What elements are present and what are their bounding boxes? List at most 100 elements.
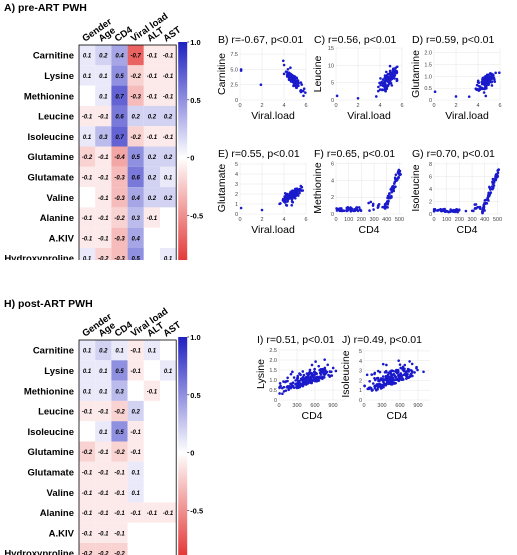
scatter-g-title: G) r=0.70, p<0.01	[412, 148, 495, 160]
panel-h-label: H) post-ART PWH	[4, 298, 93, 310]
scatter-e-point	[285, 204, 289, 207]
scatter-i-point	[314, 360, 317, 363]
heatmap-h-cell	[127, 522, 144, 543]
heatmap-a-cell	[111, 207, 128, 228]
scatter-i-point	[281, 392, 284, 395]
heatmap-a-cell-label: -0.3	[114, 196, 125, 202]
scatter-i-point	[319, 373, 323, 376]
scatter-j-point	[380, 386, 384, 390]
scatter-c-point	[389, 76, 393, 79]
scatter-f-point	[346, 208, 350, 212]
scatter-i-point	[331, 366, 335, 370]
scatter-b-point	[285, 70, 289, 74]
scatter-c-point	[395, 65, 399, 69]
heatmap-h-cell	[95, 502, 112, 523]
heatmap-h-cell	[79, 502, 96, 523]
heatmap-h-cell	[79, 441, 96, 462]
scatter-b-ytick-label: 5.0	[230, 67, 238, 73]
heatmap-a-cell	[111, 65, 128, 86]
heatmap-a-cell-label: 0.1	[164, 175, 173, 181]
scatter-j-ytick-label: 1	[359, 388, 362, 394]
scatter-f-ytick-label: 4	[331, 178, 334, 184]
scatter-j-point	[371, 388, 374, 392]
scatter-g-ytick-label: 0	[429, 212, 432, 218]
scatter-g-xtick-label: 100	[442, 217, 451, 223]
scatter-d-point	[480, 87, 484, 91]
scatter-j-point	[383, 370, 387, 374]
scatter-j-ytick-label: 5	[359, 349, 362, 355]
scatter-g-xtick-label: 500	[493, 217, 502, 223]
scatter-i-point	[313, 367, 316, 371]
colorbar-tick-label: 1.0	[190, 333, 200, 342]
scatter-b-point	[281, 59, 285, 63]
scatter-j-point	[410, 362, 414, 366]
heatmap-a-cell-label: 0.5	[115, 74, 124, 80]
heatmap-h-cell-label: 0.1	[148, 349, 157, 355]
scatter-g-point	[474, 203, 478, 206]
scatter-i-ytick-label: 0	[274, 398, 277, 404]
scatter-d-point	[488, 79, 492, 83]
heatmap-h-cell-label: -0.1	[82, 531, 93, 537]
heatmap-h-cell	[143, 482, 160, 503]
heatmap-a-cell-label: 0.1	[83, 257, 92, 260]
heatmap-a-cell-label: -0.1	[147, 94, 158, 100]
scatter-g-point	[456, 210, 459, 214]
scatter-d-point	[488, 77, 492, 80]
scatter-e-point	[298, 191, 301, 195]
scatter-g-point	[481, 209, 484, 213]
scatter-b-point	[286, 73, 290, 77]
scatter-c-point	[376, 89, 380, 93]
heatmap-a-row-glutamate: Glutamate	[28, 172, 74, 183]
scatter-e-point	[286, 200, 289, 203]
scatter-c-point	[378, 81, 381, 85]
scatter-i-point	[282, 385, 286, 389]
heatmap-a-cell-label: -0.1	[147, 54, 158, 60]
scatter-j-title: J) r=0.49, p<0.01	[342, 334, 422, 346]
scatter-b-point	[302, 94, 305, 98]
scatter-d-point	[454, 95, 458, 98]
heatmap-h-cell	[127, 461, 144, 483]
scatter-d-point	[474, 87, 478, 91]
scatter-j-point	[376, 383, 380, 386]
heatmap-a-row-a-kiv: A.KIV	[49, 233, 75, 244]
scatter-j-ytick-label: 3	[359, 369, 362, 375]
heatmap-h-cell	[160, 400, 177, 422]
scatter-j-point	[382, 380, 385, 384]
scatter-j-point	[367, 386, 371, 390]
scatter-d-point	[486, 74, 489, 77]
scatter-c: C) r=0.56, p<0.01 0 2 4 6 0 5 10 15 Viral.load Leu…	[312, 34, 404, 122]
scatter-j-point	[393, 375, 397, 378]
heatmap-a-cell	[79, 227, 96, 248]
heatmap-h-cell-label: -0.1	[131, 369, 142, 375]
colorbar-tick-label: 1.0	[190, 38, 200, 47]
colorbar-tick-label: -0.5	[190, 211, 203, 220]
heatmap-a-cell	[160, 65, 177, 86]
scatter-j-point	[373, 376, 376, 380]
scatter-f-xtick-label: 200	[357, 217, 366, 223]
heatmap-a-cell-label: 0.2	[148, 175, 157, 181]
heatmap-a-cell-label: 0.5	[132, 155, 141, 161]
scatter-g-point	[491, 177, 495, 181]
heatmap-h-cell	[95, 441, 112, 462]
scatter-c-ytick-label: 15	[328, 46, 334, 52]
heatmap-h-cell-label: -0.1	[98, 511, 109, 517]
heatmap-h-cell	[127, 340, 144, 361]
heatmap-a-cell-label: -0.1	[98, 115, 109, 121]
heatmap-a-cell	[95, 207, 112, 228]
heatmap-a-cell	[95, 166, 112, 188]
scatter-i-point	[292, 376, 296, 379]
scatter-i-point	[290, 382, 293, 386]
heatmap-h-cell	[143, 360, 160, 381]
heatmap-h-cell-label: 0.1	[83, 389, 92, 395]
heatmap-h-cell-label: -0.2	[82, 450, 93, 456]
scatter-i-point	[301, 370, 305, 373]
scatter-i-title: I) r=0.51, p<0.01	[257, 334, 335, 346]
heatmap-h-cell-label: -0.1	[82, 491, 93, 497]
scatter-i-point	[300, 377, 304, 380]
heatmap-a-cell-label: -0.3	[114, 257, 125, 260]
scatter-c-title: C) r=0.56, p<0.01	[314, 34, 396, 46]
heatmap-h-cell	[160, 380, 177, 401]
scatter-d-xtick-label: 2	[454, 103, 457, 109]
scatter-c-xtick-label: 6	[400, 103, 403, 109]
scatter-b-point	[287, 71, 291, 75]
